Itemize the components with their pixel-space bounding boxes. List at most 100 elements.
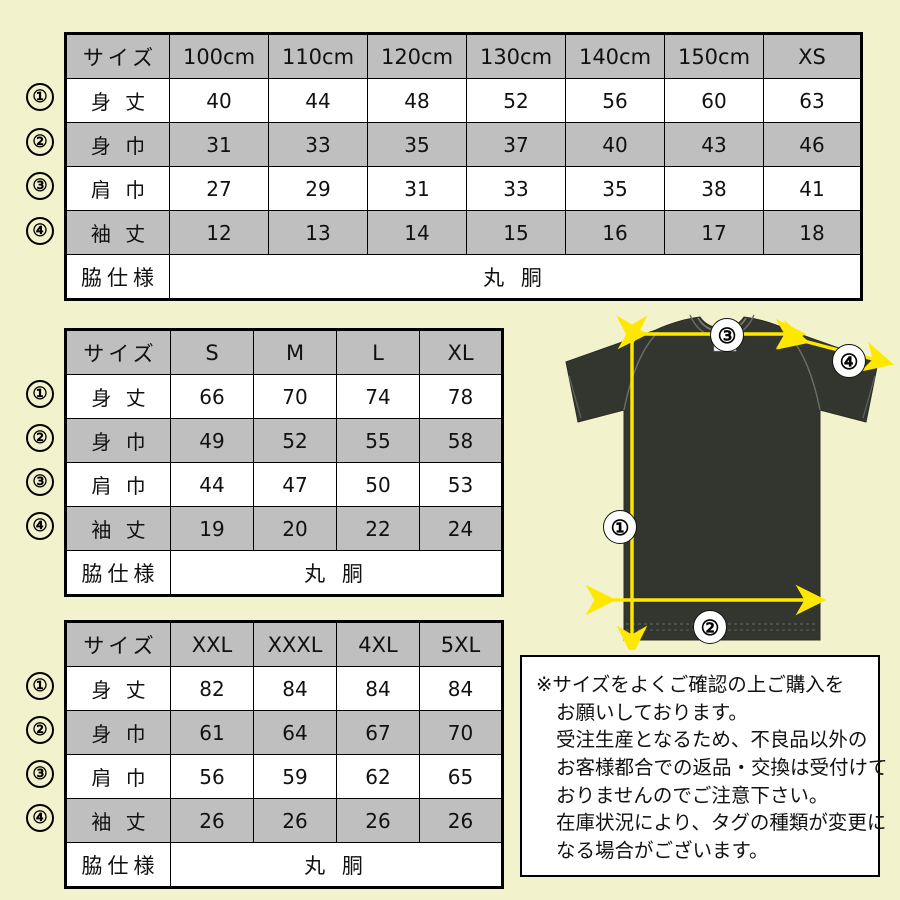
header-cell-xxl: XXL — [170, 621, 254, 667]
notice-line-3: 受注生産となるため、不良品以外の — [556, 728, 868, 752]
row-label-sleeve: 袖 丈 — [65, 210, 170, 255]
cell: 31 — [169, 122, 269, 167]
cell: 53 — [419, 462, 503, 507]
cell: 44 — [268, 78, 368, 123]
header-cell-size: サイズ — [65, 621, 171, 667]
cell: 65 — [419, 754, 503, 799]
header-cell-l: L — [336, 329, 420, 375]
row-marker-4: ④ — [26, 512, 54, 540]
table-row: 身 巾 31 33 35 37 40 43 46 — [65, 122, 862, 167]
cell: 31 — [367, 166, 467, 211]
cell: 12 — [169, 210, 269, 255]
purchase-notice-box: ※サイズをよくご確認の上ご購入を お願いしております。 受注生産となるため、不良… — [520, 655, 888, 877]
cell: 13 — [268, 210, 368, 255]
row-marker-2: ② — [26, 128, 54, 156]
row-label-shoulder: 肩 巾 — [65, 462, 171, 507]
row-marker-4: ④ — [26, 804, 54, 832]
table-row-side-spec: 脇仕様 丸 胴 — [65, 842, 503, 888]
cell: 27 — [169, 166, 269, 211]
cell: 24 — [419, 506, 503, 551]
header-cell-100cm: 100cm — [169, 33, 269, 79]
cell: 56 — [170, 754, 254, 799]
table-row: 身 丈 66 70 74 78 — [65, 374, 503, 419]
cell: 84 — [419, 666, 503, 711]
row-label-length: 身 丈 — [65, 374, 171, 419]
table-row: 肩 巾 44 47 50 53 — [65, 462, 503, 507]
table-row: 身 巾 61 64 67 70 — [65, 710, 503, 755]
cell: 70 — [253, 374, 337, 419]
cell: 26 — [170, 798, 254, 843]
row-label-sleeve: 袖 丈 — [65, 506, 171, 551]
cell: 62 — [336, 754, 420, 799]
row-marker-2: ② — [26, 424, 54, 452]
cell: 84 — [253, 666, 337, 711]
table-row-side-spec: 脇仕様 丸 胴 — [65, 254, 862, 300]
row-marker-1: ① — [26, 380, 54, 408]
header-cell-130cm: 130cm — [466, 33, 566, 79]
notice-line-1: ※サイズをよくご確認の上ご購入を — [536, 673, 845, 696]
row-label-side-spec: 脇仕様 — [65, 842, 171, 888]
cell: 47 — [253, 462, 337, 507]
cell: 43 — [664, 122, 764, 167]
cell: 26 — [336, 798, 420, 843]
row-label-width: 身 巾 — [65, 418, 171, 463]
cell: 41 — [763, 166, 862, 211]
row-label-width: 身 巾 — [65, 122, 170, 167]
cell: 38 — [664, 166, 764, 211]
header-cell-120cm: 120cm — [367, 33, 467, 79]
right-cuff-hem — [862, 375, 876, 419]
header-cell-4xl: 4XL — [336, 621, 420, 667]
row-marker-1: ① — [26, 83, 54, 111]
cell: 50 — [336, 462, 420, 507]
cell: 26 — [419, 798, 503, 843]
cell: 37 — [466, 122, 566, 167]
cell: 56 — [565, 78, 665, 123]
tshirt-illustration-svg — [565, 314, 894, 657]
left-cuff-hem — [568, 375, 582, 419]
table-row: 身 丈 40 44 48 52 56 60 63 — [65, 78, 862, 123]
cell: 26 — [253, 798, 337, 843]
header-cell-size: サイズ — [65, 33, 170, 79]
cell: 61 — [170, 710, 254, 755]
row-marker-1: ① — [26, 672, 54, 700]
notice-line-6: 在庫状況により、タグの種類が変更に — [556, 811, 887, 835]
table-row: 肩 巾 56 59 62 65 — [65, 754, 503, 799]
cell: 82 — [170, 666, 254, 711]
cell: 22 — [336, 506, 420, 551]
cell: 33 — [466, 166, 566, 211]
cell: 58 — [419, 418, 503, 463]
cell: 59 — [253, 754, 337, 799]
table-header-row: サイズ S M L XL — [65, 329, 503, 375]
cell: 35 — [367, 122, 467, 167]
cell: 63 — [763, 78, 862, 123]
row-label-side-spec: 脇仕様 — [65, 550, 171, 596]
adult-size-table: サイズ S M L XL 身 丈 66 70 74 78 身 巾 49 52 5… — [64, 328, 504, 597]
cell: 52 — [466, 78, 566, 123]
cell: 18 — [763, 210, 862, 255]
callout-body-length: ① — [603, 510, 637, 544]
notice-line-2: お願いしております。 — [556, 700, 748, 724]
kids-size-table: サイズ 100cm 110cm 120cm 130cm 140cm 150cm … — [64, 32, 863, 301]
cell: 44 — [170, 462, 254, 507]
cell: 16 — [565, 210, 665, 255]
notice-line-4: お客様都合での返品・交換は受付けて — [556, 756, 888, 780]
table-row: 身 丈 82 84 84 84 — [65, 666, 503, 711]
row-label-length: 身 丈 — [65, 78, 170, 123]
cell: 17 — [664, 210, 764, 255]
row-label-width: 身 巾 — [65, 710, 171, 755]
header-cell-xs: XS — [763, 33, 862, 79]
cell: 70 — [419, 710, 503, 755]
row-marker-3: ③ — [26, 468, 54, 496]
cell: 15 — [466, 210, 566, 255]
cell: 74 — [336, 374, 420, 419]
cell: 29 — [268, 166, 368, 211]
shirt-body-shape — [565, 316, 879, 641]
table-header-row: サイズ XXL XXXL 4XL 5XL — [65, 621, 503, 667]
callout-sleeve-length: ④ — [832, 344, 866, 378]
header-cell-s: S — [170, 329, 254, 375]
header-cell-xxxl: XXXL — [253, 621, 337, 667]
cell: 19 — [170, 506, 254, 551]
table-header-row: サイズ 100cm 110cm 120cm 130cm 140cm 150cm … — [65, 33, 862, 79]
cell: 52 — [253, 418, 337, 463]
